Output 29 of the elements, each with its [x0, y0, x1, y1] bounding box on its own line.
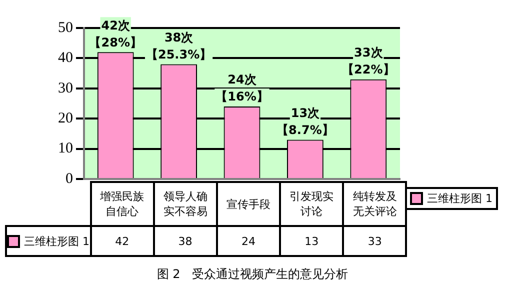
y-tick-label: 40	[58, 50, 73, 66]
data-label: 33	[343, 226, 406, 256]
data-label: 42	[90, 226, 154, 256]
y-tick-label: 0	[66, 170, 73, 187]
annotation: 【25.3%】	[146, 47, 212, 62]
annotation: 【28%】	[89, 35, 142, 50]
annotation: 24次	[228, 72, 258, 87]
annotation: 13次	[290, 106, 321, 120]
annotation: 38次	[164, 30, 194, 44]
data-label: 38	[154, 226, 217, 256]
x-tick-label: 纯转发及无关评论	[343, 182, 406, 226]
text: 三维柱形图 1	[24, 234, 90, 248]
data-label: 13	[280, 226, 344, 256]
x-tick-label: 宣传手段	[216, 182, 280, 226]
annotation: 【22%】	[342, 62, 395, 76]
annotation: 【8.7%】	[276, 122, 334, 137]
x-tick-label: 引发现实讨论	[280, 182, 344, 226]
annotation: 33次	[354, 45, 384, 60]
y-tick-label: 50	[58, 20, 73, 36]
x-tick-label: 增强民族自信心	[90, 182, 154, 226]
text: 图 2 受众通过视频产生的意见分析	[156, 266, 350, 283]
annotation: 【16%】	[216, 90, 268, 104]
x-tick-label: 领导人确实不容易	[154, 182, 217, 226]
y-tick-label: 10	[58, 140, 73, 157]
legend-label: 三维柱形图 1	[405, 187, 498, 210]
y-tick-label: 20	[58, 110, 73, 127]
annotation: 42次	[101, 18, 131, 32]
data-label: 24	[216, 226, 280, 256]
y-tick-label: 30	[58, 80, 73, 96]
